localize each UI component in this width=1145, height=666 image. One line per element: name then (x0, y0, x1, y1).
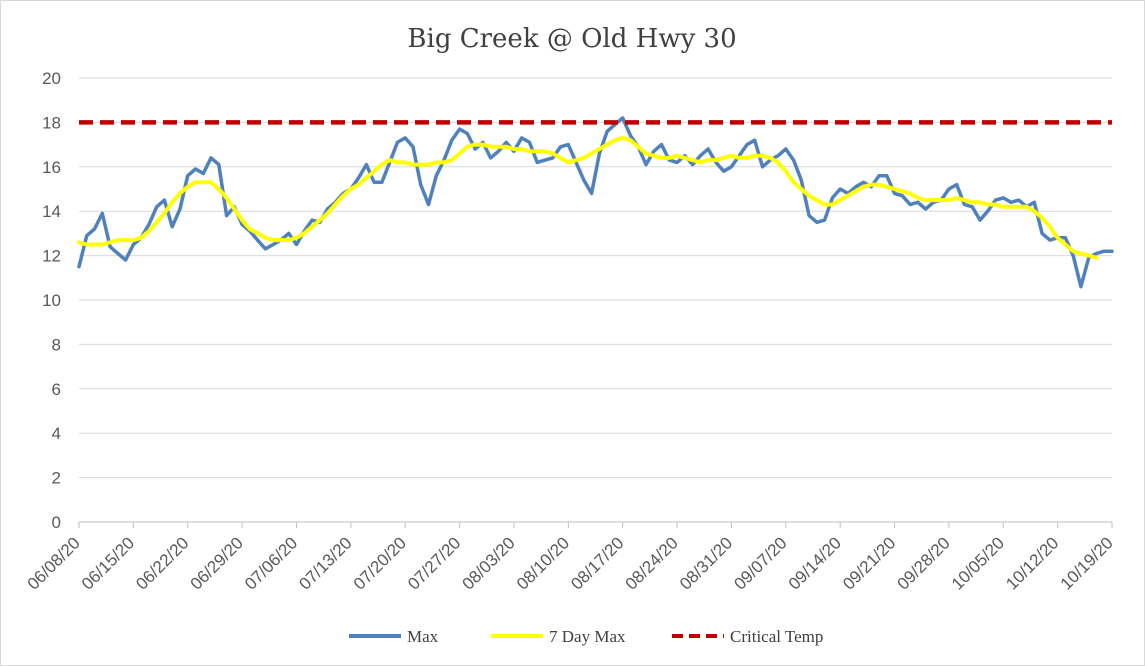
x-tick-label: 09/14/20 (785, 533, 845, 593)
chart-title: Big Creek @ Old Hwy 30 (407, 24, 736, 54)
legend-label: Max (407, 627, 439, 646)
y-tick-label: 10 (42, 291, 61, 310)
x-tick-label: 08/24/20 (622, 533, 682, 593)
y-tick-label: 14 (42, 202, 61, 221)
legend-label: Critical Temp (730, 627, 823, 646)
x-tick-label: 10/12/20 (1002, 533, 1062, 593)
x-tick-label: 08/03/20 (459, 533, 519, 593)
series-7-day-max-line (77, 135, 1099, 260)
x-tick-label: 06/22/20 (132, 533, 192, 593)
y-tick-label: 16 (42, 158, 61, 177)
x-tick-label: 08/31/20 (676, 533, 736, 593)
y-tick-label: 0 (52, 513, 61, 532)
x-axis-ticks: 06/08/2006/15/2006/22/2006/29/2007/06/20… (24, 522, 1117, 594)
y-tick-label: 4 (52, 424, 61, 443)
x-tick-label: 09/21/20 (839, 533, 899, 593)
y-tick-label: 2 (52, 469, 61, 488)
gridlines (79, 77, 1112, 523)
y-tick-label: 6 (52, 380, 61, 399)
y-axis-ticks: 0 2 4 6 8 10 12 14 16 18 20 (42, 69, 61, 532)
x-tick-label: 08/10/20 (513, 533, 573, 593)
legend-label: 7 Day Max (549, 627, 626, 646)
x-tick-label: 06/08/20 (24, 533, 84, 593)
x-tick-label: 07/06/20 (241, 533, 301, 593)
x-tick-label: 06/29/20 (187, 533, 247, 593)
y-tick-label: 18 (42, 113, 61, 132)
x-tick-label: 07/13/20 (295, 533, 355, 593)
y-tick-label: 8 (52, 335, 61, 354)
y-tick-label: 12 (42, 247, 61, 266)
x-tick-label: 07/20/20 (350, 533, 410, 593)
x-tick-label: 06/15/20 (78, 533, 138, 593)
x-tick-label: 07/27/20 (404, 533, 464, 593)
series-max-line (77, 116, 1114, 289)
x-tick-label: 10/05/20 (948, 533, 1008, 593)
series-lines (77, 116, 1114, 289)
x-tick-label: 09/28/20 (893, 533, 953, 593)
x-tick-label: 10/19/20 (1057, 533, 1117, 593)
x-tick-label: 08/17/20 (567, 533, 627, 593)
y-tick-label: 20 (42, 69, 61, 88)
x-tick-label: 09/07/20 (730, 533, 790, 593)
legend: Max 7 Day Max Critical Temp (349, 627, 823, 646)
